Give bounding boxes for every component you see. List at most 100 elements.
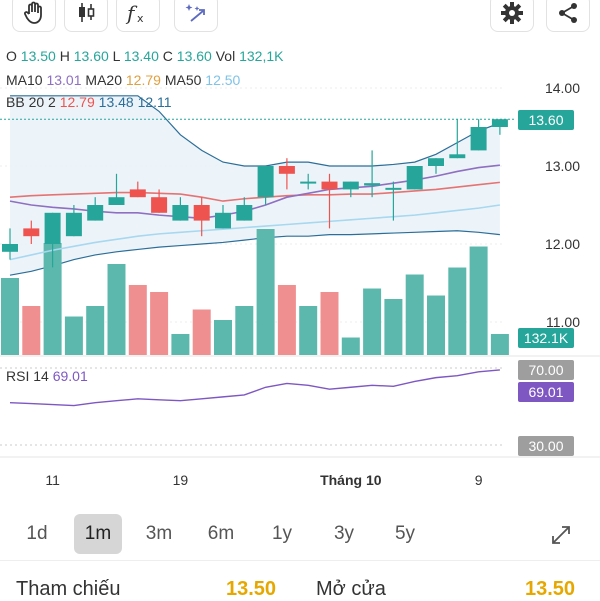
open-label: O: [6, 48, 17, 64]
rsi-lower-tag: 30.00: [518, 436, 574, 456]
close-value: 13.60: [176, 48, 212, 64]
bollinger-lower-line: [9, 230, 500, 276]
candle-body: [364, 183, 381, 186]
candle-body: [193, 205, 210, 221]
open-value: 13.50: [20, 48, 56, 64]
low-value: 13.40: [123, 48, 159, 64]
period-1d[interactable]: 1d: [26, 523, 48, 544]
price-tick-12: 12.00: [544, 236, 580, 252]
volume-bar: [64, 316, 83, 355]
ma-legend: MA10 13.01 MA20 12.79 MA50 12.50: [6, 72, 240, 88]
period-3m[interactable]: 3m: [145, 523, 173, 544]
ma50-label: MA50: [164, 72, 202, 88]
chart-type-button[interactable]: [64, 0, 108, 32]
x-tick-label: 11: [45, 472, 60, 488]
settings-button[interactable]: [490, 0, 534, 32]
volume-bar: [277, 285, 296, 355]
volume-bar: [384, 299, 403, 355]
candle-body: [65, 212, 82, 237]
candle-body: [215, 212, 231, 229]
period-1m[interactable]: 1m: [74, 514, 122, 554]
volume-bar: [128, 285, 147, 355]
price-tick-11: 11.00: [546, 314, 580, 330]
price-tick-14: 14.00: [544, 80, 580, 96]
ma20-label: MA20: [85, 72, 122, 88]
period-1y[interactable]: 1y: [271, 523, 293, 544]
bb-middle-value: 13.48: [98, 94, 134, 110]
price-tick-13: 13.00: [544, 158, 580, 174]
volume-bar: [341, 337, 360, 355]
price-chart[interactable]: [0, 38, 600, 498]
candle-body: [406, 166, 423, 190]
x-tick-label: 9: [474, 472, 483, 488]
share-button[interactable]: [546, 0, 590, 32]
volume-bar: [448, 267, 467, 355]
high-value: 13.60: [73, 48, 109, 64]
candle-body: [172, 205, 189, 221]
bb-legend: BB 20 2 12.79 13.48 12.11: [6, 94, 172, 110]
bollinger-band-fill: [10, 95, 500, 276]
volume-bar: [22, 306, 41, 355]
rsi-line: [9, 369, 500, 407]
candle-body: [257, 166, 274, 198]
candle-body: [491, 119, 508, 127]
volume-bar: [299, 306, 318, 355]
volume-value: 132,1K: [239, 48, 284, 64]
volume-bar: [192, 309, 211, 355]
volume-bar: [235, 306, 254, 355]
high-label: H: [59, 48, 70, 64]
volume-bar: [490, 334, 509, 355]
ma10-value: 13.01: [46, 72, 82, 88]
period-3y[interactable]: 3y: [333, 523, 355, 544]
magic-draw-icon: [183, 0, 209, 26]
gear-icon: [499, 0, 525, 26]
candle-body: [300, 181, 317, 184]
candle-body: [236, 205, 253, 221]
volume-bar: [214, 320, 232, 355]
volume-bar: [469, 246, 488, 355]
candle-body: [278, 166, 295, 174]
svg-text:x: x: [137, 12, 144, 25]
ma50-value: 12.50: [205, 72, 241, 88]
hand-drag-icon: [21, 0, 47, 26]
bb-upper-value: 12.79: [59, 94, 95, 110]
volume-bar: [150, 292, 169, 355]
volume-bar: [256, 229, 275, 355]
candle-body: [470, 127, 487, 151]
bb-lower-value: 12.11: [137, 94, 172, 110]
fullscreen-button[interactable]: [548, 522, 574, 553]
volume-bar: [1, 278, 19, 355]
close-label: C: [162, 48, 173, 64]
divider: [0, 560, 600, 561]
candle-body: [449, 154, 466, 159]
candle-body: [385, 187, 402, 190]
bollinger-upper-line: [10, 95, 501, 167]
expand-icon: [548, 526, 574, 552]
drawing-tool-button[interactable]: [174, 0, 218, 32]
candle-body: [108, 197, 125, 205]
rsi-value-tag: 69.01: [518, 382, 574, 402]
x-tick-label: Tháng 10: [320, 472, 382, 488]
volume-bar: [427, 295, 445, 355]
candle-body: [2, 244, 18, 252]
candle-body: [321, 181, 338, 190]
volume-tag: 132.1K: [518, 328, 574, 348]
candle-body: [44, 212, 61, 244]
ma50-line: [9, 204, 501, 261]
volume-bar: [405, 274, 424, 355]
candle-body: [428, 158, 444, 166]
period-5y[interactable]: 5y: [394, 523, 416, 544]
last-price-tag: 13.60: [518, 110, 574, 130]
candle-body: [23, 228, 40, 237]
low-label: L: [112, 48, 120, 64]
volume-label: Vol: [215, 48, 236, 64]
reference-label: Tham chiếu: [16, 578, 121, 600]
share-icon: [555, 0, 581, 26]
hand-drag-button[interactable]: [12, 0, 56, 32]
x-tick-label: 19: [172, 472, 189, 488]
period-6m[interactable]: 6m: [207, 523, 235, 544]
bb-label: BB 20 2: [6, 94, 56, 110]
